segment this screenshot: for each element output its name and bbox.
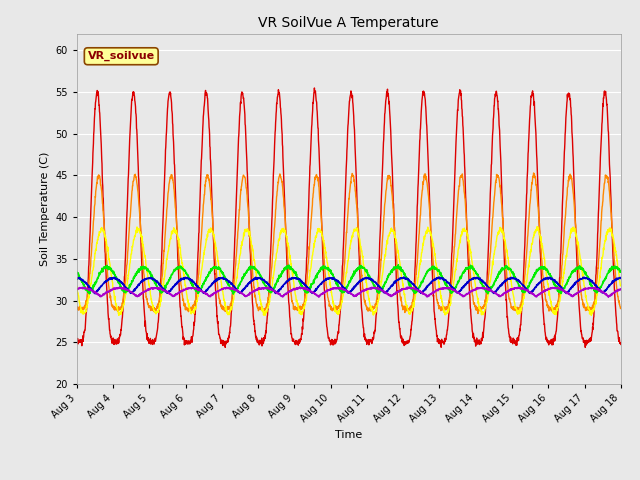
A-40_T (225, 279, 232, 285)
A-20_T (533, 224, 541, 230)
A-30_T (617, 269, 625, 275)
A-30_T (570, 268, 577, 274)
A-40_T (365, 276, 372, 281)
A-05_T (617, 342, 625, 348)
Line: A-10_T: A-10_T (77, 173, 621, 313)
A-20_T (569, 227, 577, 233)
A-05_T (310, 85, 318, 91)
A-05_T (581, 345, 589, 350)
A-50_T (377, 287, 385, 292)
A-30_T (225, 282, 232, 288)
A-10_T (73, 306, 81, 312)
A-30_T (73, 269, 81, 275)
A-40_T (570, 282, 577, 288)
A-20_T (376, 287, 384, 292)
A-40_T (508, 275, 515, 281)
A-10_T (474, 311, 482, 316)
A-20_T (365, 293, 372, 299)
A-50_T (296, 284, 304, 290)
A-30_T (394, 262, 402, 268)
A-10_T (365, 308, 372, 314)
A-05_T (507, 339, 515, 345)
A-05_T (365, 336, 372, 342)
A-40_T (92, 291, 99, 297)
A-10_T (570, 190, 577, 195)
A-30_T (584, 276, 592, 282)
A-05_T (73, 336, 81, 342)
X-axis label: Time: Time (335, 430, 362, 440)
Line: A-05_T: A-05_T (77, 88, 621, 348)
Title: VR SoilVue A Temperature: VR SoilVue A Temperature (259, 16, 439, 30)
A-10_T (617, 305, 625, 311)
Y-axis label: Soil Temperature (C): Soil Temperature (C) (40, 152, 50, 266)
A-50_T (225, 286, 232, 291)
A-40_T (617, 276, 625, 281)
A-20_T (584, 303, 592, 309)
Line: A-30_T: A-30_T (77, 265, 621, 294)
A-20_T (73, 284, 81, 289)
A-05_T (569, 150, 577, 156)
A-20_T (225, 310, 232, 315)
Line: A-40_T: A-40_T (77, 277, 621, 294)
A-50_T (584, 286, 592, 292)
A-05_T (225, 336, 232, 342)
A-50_T (73, 287, 81, 292)
A-50_T (365, 286, 372, 292)
Line: A-20_T: A-20_T (77, 227, 621, 315)
A-50_T (315, 294, 323, 300)
A-20_T (588, 312, 595, 318)
A-50_T (570, 293, 577, 299)
A-40_T (584, 276, 592, 282)
A-30_T (376, 288, 384, 293)
Line: A-50_T: A-50_T (77, 287, 621, 297)
A-10_T (530, 170, 538, 176)
A-30_T (508, 268, 515, 274)
A-10_T (376, 268, 384, 274)
A-10_T (507, 303, 515, 309)
A-30_T (365, 273, 372, 279)
A-50_T (508, 288, 515, 293)
A-30_T (229, 291, 237, 297)
A-50_T (617, 286, 625, 292)
A-20_T (507, 276, 515, 281)
A-40_T (376, 286, 384, 291)
A-20_T (617, 283, 625, 288)
A-40_T (73, 276, 81, 281)
A-10_T (584, 307, 592, 313)
Text: VR_soilvue: VR_soilvue (88, 51, 155, 61)
A-05_T (376, 225, 384, 231)
A-05_T (584, 338, 592, 344)
A-40_T (400, 274, 408, 280)
A-10_T (225, 306, 232, 312)
